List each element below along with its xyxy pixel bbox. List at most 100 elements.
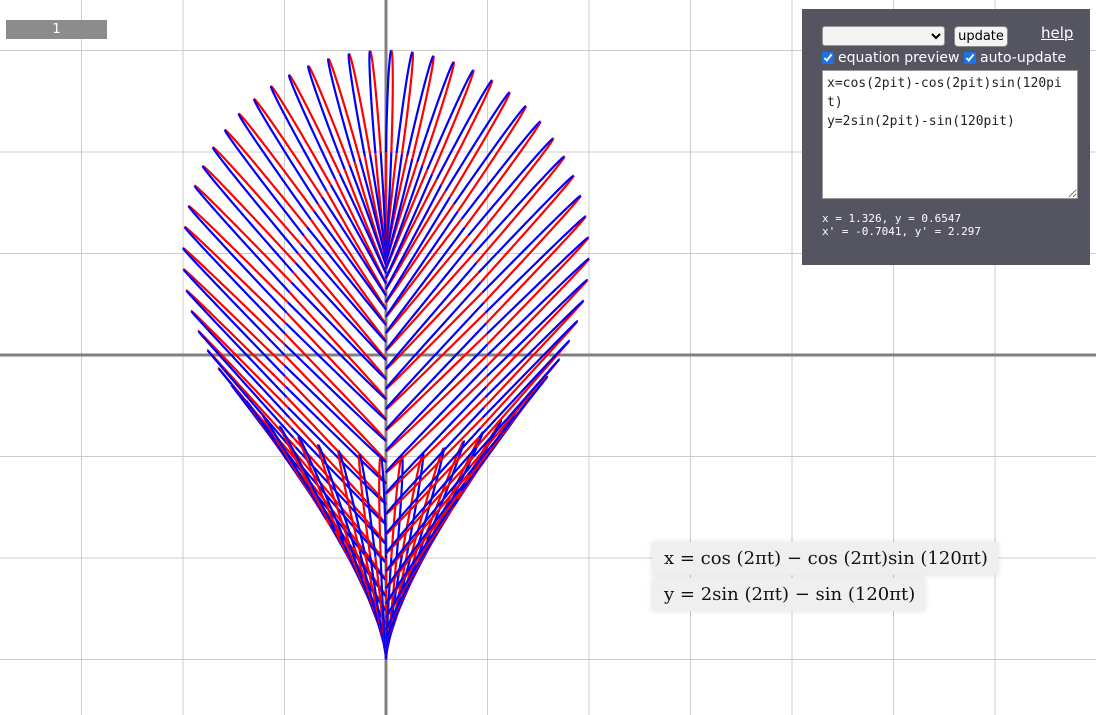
curve-segment (384, 184, 443, 291)
curve-segment (384, 364, 489, 474)
curve-segment (390, 49, 394, 153)
curve-segment (384, 497, 459, 605)
curve-segment (307, 64, 351, 166)
curve-segment (306, 226, 388, 326)
curve-segment (253, 98, 324, 198)
curve-segment (384, 446, 478, 555)
curve-segment (237, 112, 312, 220)
curve-segment (300, 243, 388, 343)
update-button[interactable]: update (954, 26, 1008, 47)
curve-segment (182, 268, 286, 377)
curve-segment (357, 453, 372, 556)
curve-segment (287, 74, 337, 180)
control-panel: update help equation preview auto-update… (802, 9, 1090, 265)
curve-segment (444, 91, 511, 192)
curve-segment (384, 332, 488, 432)
preset-dropdown[interactable] (822, 26, 945, 46)
curve-segment (473, 358, 561, 458)
curve-segment (290, 426, 388, 526)
curve-segment (486, 257, 590, 367)
curve-segment (400, 51, 415, 155)
curve-segment (288, 291, 388, 400)
curve-segment (283, 343, 388, 442)
curve-segment (261, 413, 328, 520)
curve-segment (384, 301, 485, 410)
curve-segment (384, 165, 424, 270)
curve-segment (292, 436, 388, 545)
curve-segment (421, 61, 456, 166)
curve-segment (337, 449, 366, 554)
curve-segment (358, 453, 377, 558)
curve-segment (483, 194, 582, 304)
curve-segment (321, 196, 388, 297)
curve-segment (237, 112, 316, 213)
curve-segment (327, 57, 356, 163)
auto-update-label: auto-update (980, 50, 1067, 66)
equation-input[interactable] (822, 70, 1078, 199)
curve-segment (384, 464, 472, 573)
curve-segment (485, 215, 587, 325)
curve-segment (337, 449, 361, 552)
curve-segment (486, 278, 589, 378)
coords-xy: x = 1.326, y = 0.6547 (822, 212, 962, 225)
help-link[interactable]: help (1041, 24, 1074, 42)
equation-preview-checkbox[interactable] (822, 52, 834, 64)
curve-segment (183, 226, 286, 335)
curve-segment (384, 343, 489, 453)
curve-segment (485, 279, 589, 388)
curve-segment (290, 281, 388, 380)
curve-segment (467, 137, 555, 237)
auto-update-checkbox[interactable] (964, 52, 976, 64)
curve-segment (211, 146, 299, 255)
curve-segment (358, 158, 388, 261)
curve-segment (338, 173, 388, 275)
curve-segment (182, 247, 286, 346)
curve-segment (477, 339, 571, 439)
equation-preview-option[interactable]: equation preview (822, 50, 959, 66)
parametric-curve (182, 49, 590, 661)
curve-segment (384, 210, 459, 318)
curve-segment (384, 396, 487, 495)
curve-segment (426, 69, 475, 170)
curve-segment (406, 55, 435, 157)
curve-segment (368, 50, 377, 154)
curve-segment (294, 262, 388, 361)
curve-segment (435, 79, 494, 180)
curve-segment (307, 64, 346, 170)
curve-segment (484, 299, 585, 398)
auto-update-option[interactable]: auto-update (964, 50, 1066, 66)
curve-segment (384, 312, 487, 411)
curve-segment (292, 271, 388, 380)
curve-segment (384, 262, 478, 371)
curve-segment (287, 301, 388, 400)
curve-segment (470, 137, 555, 246)
curve-segment (278, 425, 337, 532)
curve-segment (384, 158, 414, 263)
curve-segment (384, 196, 451, 304)
curve-segment (384, 226, 466, 334)
curve-segment (473, 155, 566, 255)
curve-segment (329, 184, 388, 285)
curve-segment (201, 164, 297, 264)
coords-derivative: x' = -0.7041, y' = 2.297 (822, 225, 981, 238)
curve-segment (460, 120, 542, 220)
curve-segment (384, 375, 488, 474)
curve-segment (369, 50, 382, 153)
curve-segment (183, 225, 287, 325)
curve-segment (440, 79, 494, 186)
y-equation-preview: y = 2sin (2πt) − sin (120πt) (652, 578, 926, 611)
curve-segment (384, 281, 482, 390)
curve-segment (223, 128, 308, 228)
curve-segment (395, 51, 414, 154)
curve-segment (448, 91, 511, 198)
curve-segment (348, 165, 388, 267)
curve-segment (453, 105, 527, 205)
curve-segment (285, 396, 388, 505)
coordinate-readout: x = 1.326, y = 0.6547 x' = -0.7041, y' =… (822, 212, 981, 238)
curve-segment (287, 406, 388, 506)
curve-segment (475, 155, 566, 264)
curve-segment (283, 354, 388, 463)
curve-segment (431, 69, 475, 175)
curve-segment (486, 236, 590, 335)
